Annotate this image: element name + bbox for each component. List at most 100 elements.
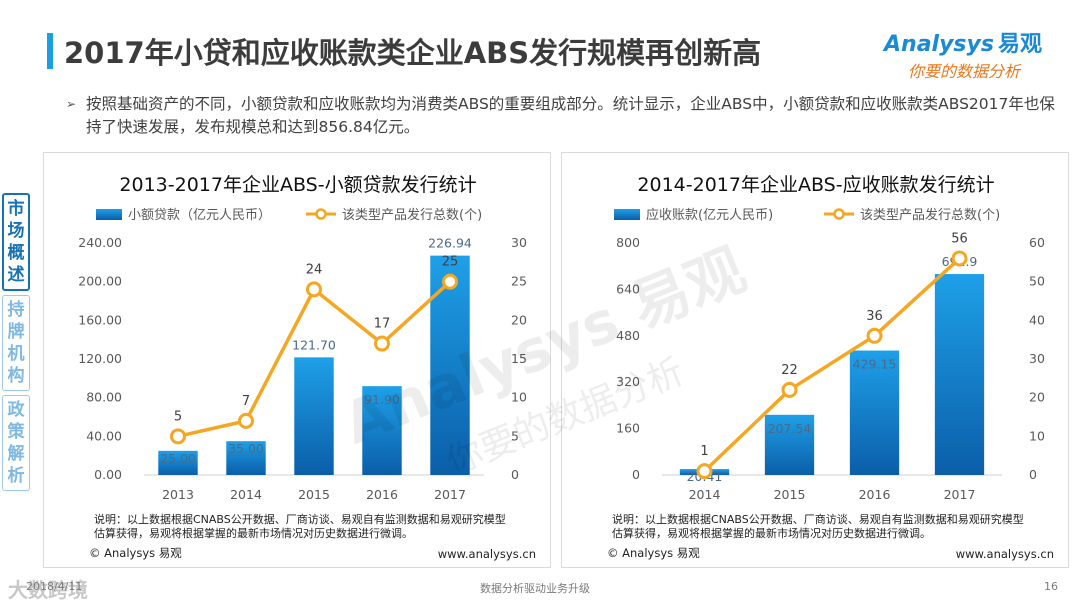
y-right-tick-label: 20 <box>511 312 527 327</box>
line-value-label: 5 <box>174 409 182 424</box>
line-point <box>170 428 186 445</box>
bar <box>362 386 402 475</box>
y-left-tick-label: 0 <box>632 467 640 482</box>
line-point <box>442 273 458 290</box>
logo-slogan: 你要的数据分析 <box>908 62 1021 81</box>
line-point <box>951 250 968 267</box>
x-tick-label: 2015 <box>774 487 806 502</box>
line-value-label: 25 <box>442 255 459 270</box>
bottom-watermark: 大数跨境 <box>8 578 88 602</box>
x-tick-label: 2013 <box>162 487 194 502</box>
chart-panel-receivables: 2014-2017年企业ABS-应收账款发行统计应收账款(亿元人民币) 该类型产品… <box>561 152 1069 568</box>
chart-note: 说明：以上数据根据CNABS公开数据、厂商访谈、易观自有监测数据和易观研究模型估… <box>94 513 506 540</box>
y-left-tick-label: 640 <box>616 281 640 296</box>
x-tick-label: 2017 <box>944 487 976 502</box>
copyright: © Analysys 易观 <box>607 546 700 560</box>
y-left-tick-label: 320 <box>616 374 640 389</box>
title-accent-bar <box>47 33 53 69</box>
legend-bar-label: 应收账款(亿元人民币) <box>646 207 773 223</box>
legend-line-label: 该类型产品发行总数(个) <box>860 207 1000 223</box>
bar <box>764 414 815 475</box>
line-point <box>238 412 254 429</box>
chart-title: 2013-2017年企业ABS-小额贷款发行统计 <box>119 174 476 196</box>
y-right-tick-label: 10 <box>1029 428 1045 443</box>
side-tab-label: 政策解析 <box>7 400 25 486</box>
line-value-label: 56 <box>951 231 968 246</box>
chart-title: 2014-2017年企业ABS-应收账款发行统计 <box>637 174 994 196</box>
bullet-arrow-icon: ➢ <box>66 97 77 111</box>
y-left-tick-label: 120.00 <box>78 351 122 366</box>
side-tab-licensed-institutions[interactable]: 持牌机构 <box>2 295 30 391</box>
logo-brand-en: Analysys <box>884 32 994 57</box>
y-right-tick-label: 30 <box>511 235 527 250</box>
website: www.analysys.cn <box>437 547 536 561</box>
page-number: 16 <box>1044 580 1058 593</box>
x-tick-label: 2014 <box>689 487 721 502</box>
line-value-label: 36 <box>866 309 883 324</box>
bar-value-label: 429.15 <box>853 357 897 372</box>
y-right-tick-label: 30 <box>1029 351 1045 366</box>
side-nav: 市场概述 持牌机构 政策解析 <box>0 193 32 495</box>
line-point <box>866 327 883 344</box>
y-right-tick-label: 15 <box>511 351 527 366</box>
y-left-tick-label: 240.00 <box>78 235 122 250</box>
y-left-tick-label: 200.00 <box>78 274 122 289</box>
y-right-tick-label: 25 <box>511 274 527 289</box>
x-tick-label: 2015 <box>298 487 330 502</box>
footer-tagline: 数据分析驱动业务升级 <box>480 582 590 595</box>
y-left-tick-label: 80.00 <box>86 390 122 405</box>
y-right-tick-label: 5 <box>511 428 519 443</box>
bar <box>294 357 334 475</box>
line-value-label: 1 <box>700 444 708 459</box>
x-tick-label: 2016 <box>859 487 891 502</box>
chart-note: 说明：以上数据根据CNABS公开数据、厂商访谈、易观自有监测数据和易观研究模型估… <box>612 513 1024 540</box>
legend-line-marker <box>833 208 845 220</box>
y-right-tick-label: 40 <box>1029 312 1045 327</box>
bar-value-label: 226.94 <box>428 236 472 251</box>
side-tab-label: 持牌机构 <box>7 300 25 386</box>
line-point <box>781 381 798 398</box>
legend-bar-swatch <box>614 209 640 220</box>
x-tick-label: 2016 <box>366 487 398 502</box>
logo-main: Analysys 易观 <box>884 26 1042 58</box>
legend-bar-swatch <box>96 209 122 220</box>
y-right-tick-label: 10 <box>511 390 527 405</box>
y-left-tick-label: 800 <box>616 235 640 250</box>
side-tab-label: 市场概述 <box>7 199 25 285</box>
y-right-tick-label: 0 <box>511 467 519 482</box>
y-right-tick-label: 50 <box>1029 274 1045 289</box>
legend-line-label: 该类型产品发行总数(个) <box>342 207 482 223</box>
line-value-label: 17 <box>374 317 391 332</box>
analysys-logo: Analysys 易观 你要的数据分析 <box>884 26 1064 86</box>
footer-date: 2018/4/11 <box>26 580 83 593</box>
y-left-tick-label: 0.00 <box>94 467 122 482</box>
x-tick-label: 2014 <box>230 487 262 502</box>
bar <box>158 450 198 475</box>
bar <box>226 441 266 475</box>
bar-value-label: 207.54 <box>768 421 812 436</box>
line-point <box>306 281 322 298</box>
side-tab-market-overview[interactable]: 市场概述 <box>2 193 30 291</box>
y-left-tick-label: 40.00 <box>86 428 122 443</box>
summary: ➢ 按照基础资产的不同，小额贷款和应收账款均为消费类ABS的重要组成部分。统计显… <box>66 93 1056 139</box>
series-line <box>703 257 961 473</box>
line-value-label: 24 <box>306 262 323 277</box>
side-tab-policy-analysis[interactable]: 政策解析 <box>2 395 30 491</box>
bar <box>849 350 900 475</box>
y-left-tick-label: 480 <box>616 328 640 343</box>
y-right-tick-label: 0 <box>1029 467 1037 482</box>
chart-panel-small-loans: 2013-2017年企业ABS-小额贷款发行统计小额贷款（亿元人民币） 该类型产品… <box>43 152 551 568</box>
line-point <box>696 463 713 480</box>
legend-line-marker <box>315 208 327 220</box>
legend-bar-label: 小额贷款（亿元人民币） <box>128 208 271 223</box>
x-tick-label: 2017 <box>434 487 466 502</box>
summary-text: 按照基础资产的不同，小额贷款和应收账款均为消费类ABS的重要组成部分。统计显示，… <box>86 95 1055 136</box>
page-title: 2017年小贷和应收账款类企业ABS发行规模再创新高 <box>64 36 762 70</box>
bar <box>934 274 985 475</box>
line-value-label: 22 <box>781 363 798 378</box>
line-point <box>374 335 390 352</box>
bar-value-label: 25.00 <box>160 451 196 466</box>
y-right-tick-label: 20 <box>1029 390 1045 405</box>
